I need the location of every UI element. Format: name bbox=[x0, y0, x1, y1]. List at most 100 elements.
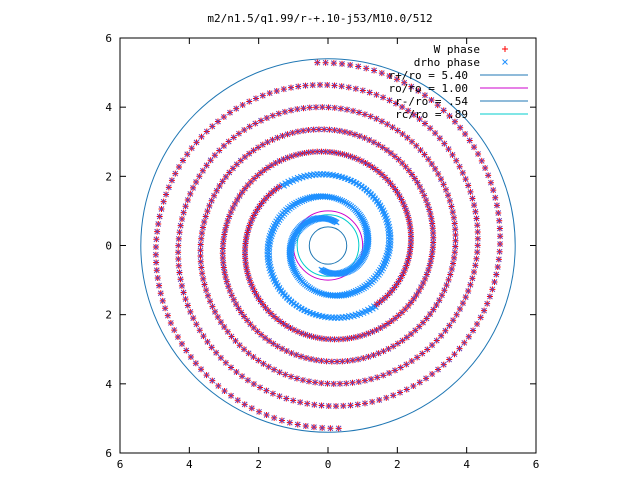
drho-phase-point bbox=[314, 59, 321, 66]
drho-phase-point bbox=[403, 262, 410, 269]
drho-phase-point bbox=[386, 370, 393, 376]
drho-phase-point bbox=[219, 178, 226, 185]
drho-phase-point bbox=[428, 97, 435, 103]
drho-phase-point bbox=[338, 83, 345, 90]
drho-phase-point bbox=[234, 397, 241, 404]
drho-phase-point bbox=[452, 226, 459, 233]
drho-phase-point bbox=[303, 355, 309, 361]
drho-phase-point bbox=[433, 337, 440, 344]
drho-phase-point bbox=[474, 229, 481, 235]
drho-phase-point bbox=[279, 417, 285, 424]
drho-phase-point bbox=[427, 211, 434, 217]
drho-phase-point bbox=[318, 402, 325, 409]
drho-phase-point bbox=[397, 364, 404, 371]
drho-phase-point bbox=[309, 82, 316, 88]
drho-phase-point bbox=[491, 279, 498, 285]
drho-phase-point bbox=[408, 83, 415, 90]
drho-phase-point bbox=[297, 399, 304, 406]
drho-phase-point bbox=[481, 307, 487, 314]
drho-phase-point bbox=[430, 234, 437, 241]
drho-phase-point bbox=[320, 194, 326, 200]
drho-phase-point bbox=[353, 180, 359, 186]
drho-phase-point bbox=[419, 188, 426, 195]
drho-phase-point bbox=[257, 384, 263, 391]
drho-phase-point bbox=[316, 126, 322, 133]
drho-phase-point bbox=[319, 425, 326, 431]
drho-phase-point bbox=[182, 296, 189, 302]
drho-phase-point bbox=[330, 60, 337, 66]
drho-phase-point bbox=[321, 126, 328, 133]
drho-phase-point bbox=[158, 206, 165, 212]
drho-phase-point bbox=[453, 311, 460, 318]
drho-phase-point bbox=[222, 359, 229, 366]
drho-phase-point bbox=[403, 334, 410, 341]
drho-phase-point bbox=[379, 118, 385, 125]
drho-phase-point bbox=[456, 345, 463, 352]
drho-phase-point bbox=[362, 377, 368, 384]
drho-phase-point bbox=[389, 124, 396, 131]
drho-phase-point bbox=[197, 247, 204, 254]
drho-phase-point bbox=[162, 305, 168, 312]
legend-label-rc: rc/ro = .89 bbox=[395, 108, 468, 121]
drho-phase-point bbox=[328, 194, 335, 201]
drho-phase-point bbox=[241, 401, 248, 408]
drho-phase-point bbox=[392, 367, 398, 374]
drho-phase-point bbox=[224, 328, 231, 335]
drho-phase-point bbox=[288, 107, 294, 114]
drho-phase-point bbox=[495, 210, 502, 216]
drho-phase-point bbox=[204, 208, 211, 215]
drho-phase-point bbox=[246, 123, 253, 130]
drho-phase-point bbox=[293, 352, 300, 358]
drho-phase-point bbox=[180, 209, 187, 216]
drho-phase-point bbox=[287, 179, 294, 186]
drho-phase-point bbox=[350, 108, 356, 114]
drho-phase-point bbox=[294, 106, 301, 113]
drho-phase-point bbox=[436, 135, 443, 142]
drho-phase-point bbox=[259, 92, 266, 99]
drho-phase-point bbox=[457, 306, 463, 312]
drho-phase-point bbox=[470, 327, 476, 334]
drho-phase-point bbox=[401, 79, 408, 86]
drho-phase-point bbox=[469, 195, 476, 202]
drho-phase-point bbox=[376, 169, 382, 175]
drho-phase-point bbox=[223, 222, 230, 229]
drho-phase-point bbox=[433, 302, 440, 308]
drho-phase-point bbox=[203, 128, 210, 135]
drho-phase-point bbox=[392, 186, 399, 193]
drho-phase-point bbox=[471, 144, 477, 150]
drho-phase-point bbox=[293, 176, 300, 183]
drho-phase-point bbox=[369, 164, 376, 171]
drho-phase-point bbox=[175, 334, 181, 340]
drho-phase-point bbox=[172, 170, 179, 177]
drho-phase-point bbox=[198, 366, 204, 373]
drho-phase-point bbox=[318, 148, 325, 155]
drho-phase-point bbox=[374, 374, 381, 381]
drho-phase-point bbox=[208, 344, 215, 351]
drho-phase-point bbox=[188, 354, 194, 360]
drho-phase-point bbox=[426, 262, 433, 269]
drho-phase-point bbox=[209, 377, 216, 384]
drho-phase-point bbox=[266, 90, 273, 97]
drho-phase-point bbox=[424, 346, 431, 353]
drho-phase-point bbox=[399, 337, 406, 344]
drho-phase-point bbox=[415, 87, 422, 94]
drho-phase-point bbox=[338, 105, 344, 112]
drho-phase-point bbox=[153, 259, 159, 266]
circle-series bbox=[140, 58, 516, 433]
drho-phase-point bbox=[324, 194, 331, 200]
drho-phase-point bbox=[218, 355, 224, 361]
drho-phase-point bbox=[475, 151, 481, 157]
drho-phase-point bbox=[390, 343, 397, 350]
drho-phase-point bbox=[427, 311, 433, 318]
drho-phase-point bbox=[373, 115, 380, 122]
drho-phase-point bbox=[326, 194, 333, 201]
drho-phase-point bbox=[457, 124, 464, 131]
drho-phase-point bbox=[317, 82, 323, 88]
drho-phase-point bbox=[408, 358, 415, 364]
drho-phase-point bbox=[381, 322, 388, 329]
drho-phase-point bbox=[280, 86, 287, 93]
drho-phase-point bbox=[325, 403, 332, 409]
drho-phase-point bbox=[302, 423, 309, 429]
drho-phase-point bbox=[187, 191, 194, 197]
drho-phase-point bbox=[246, 222, 253, 229]
